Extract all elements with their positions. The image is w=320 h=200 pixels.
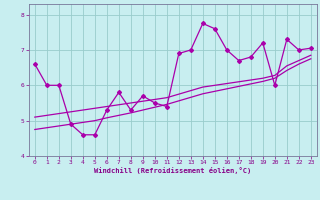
X-axis label: Windchill (Refroidissement éolien,°C): Windchill (Refroidissement éolien,°C) xyxy=(94,167,252,174)
